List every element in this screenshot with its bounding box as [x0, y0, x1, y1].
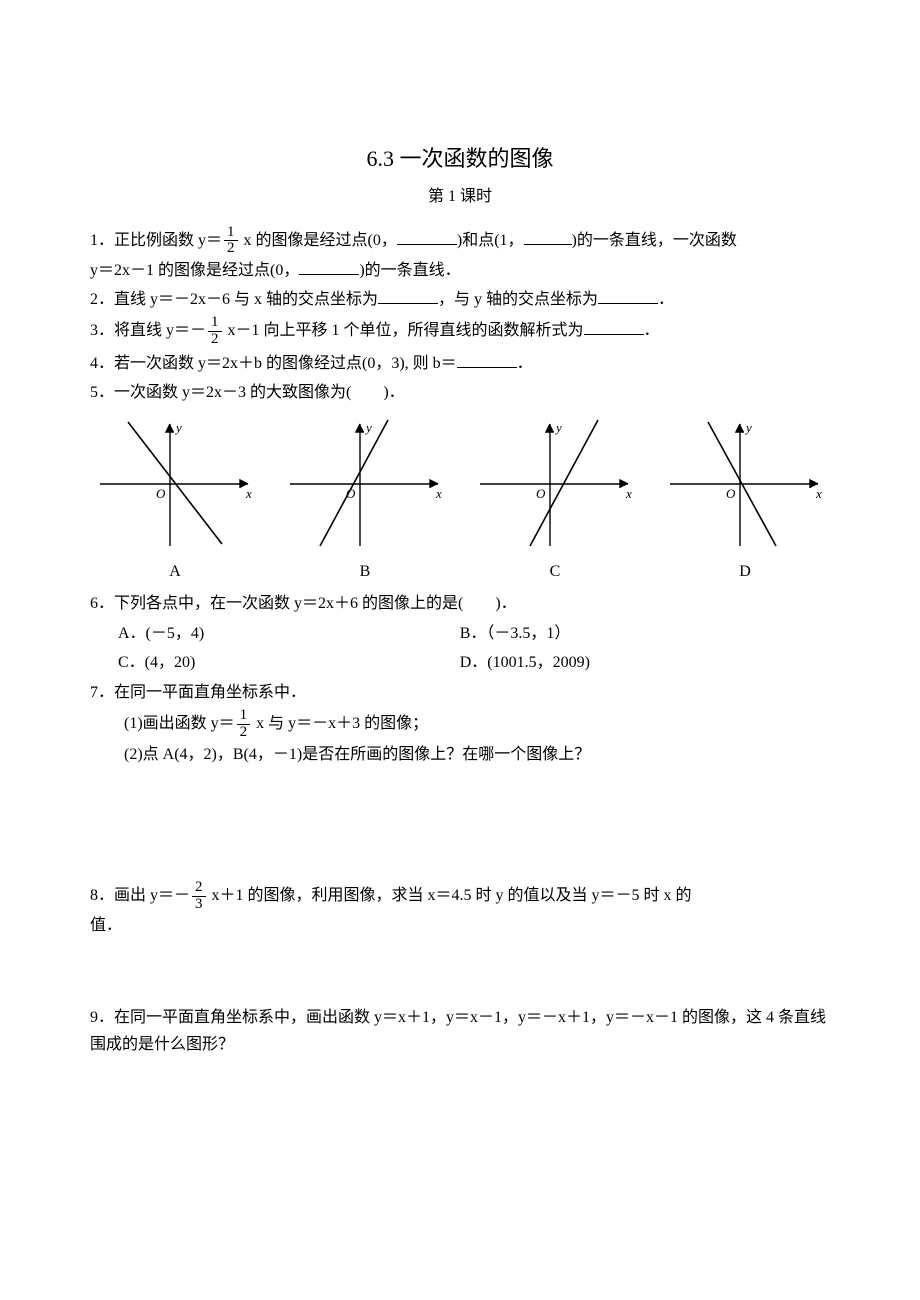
question-1: 1．正比例函数 y＝12 x 的图像是经过点(0， )和点(1， )的一条直线，一次…: [90, 225, 830, 285]
question-4: 4．若一次函数 y＝2x＋b 的图像经过点(0，3), 则 b＝ ．: [90, 350, 830, 377]
workspace: [90, 768, 830, 878]
blank-input[interactable]: [524, 228, 572, 245]
question-5: 5．一次函数 y＝2x－3 的大致图像为( )．: [90, 379, 830, 406]
frac-num: 2: [192, 880, 206, 897]
workspace: [90, 942, 830, 1002]
q7-part1: (1)画出函数 y＝12 x 与 y＝－x＋3 的图像；: [124, 708, 830, 741]
blank-input[interactable]: [299, 258, 359, 275]
blank-input[interactable]: [378, 287, 438, 304]
question-3: 3．将直线 y＝－12 x－1 向上平移 1 个单位，所得直线的函数解析式为 ．: [90, 315, 830, 348]
blank-input[interactable]: [598, 287, 658, 304]
fraction-icon: 12: [224, 225, 238, 258]
frac-den: 2: [224, 241, 238, 257]
q1-line2b: )的一条直线．: [359, 262, 460, 279]
graph-options: y x O A y x O B: [90, 414, 830, 585]
q7-p1b: x 与 y＝－x＋3 的图像；: [252, 715, 428, 732]
q2-b: ，与 y 轴的交点坐标为: [438, 291, 598, 308]
q6-options: A．(－5，4) B．（－3.5，1） C．(4，20) D．(1001.5，2…: [118, 619, 830, 677]
frac-num: 1: [224, 225, 238, 242]
origin-label: O: [536, 486, 546, 501]
frac-den: 3: [192, 897, 206, 913]
x-axis-label: x: [435, 486, 442, 501]
graph-option-d[interactable]: y x O D: [660, 414, 830, 585]
y-axis-label: y: [174, 420, 182, 435]
q1-text-b: x 的图像是经过点(0，: [240, 232, 397, 249]
q2-a: 2．直线 y＝－2x－6 与 x 轴的交点坐标为: [90, 291, 378, 308]
graph-c-svg: y x O: [470, 414, 640, 554]
option-d[interactable]: D．(1001.5，2009): [460, 649, 802, 676]
graph-option-a[interactable]: y x O A: [90, 414, 260, 585]
y-axis-label: y: [364, 420, 372, 435]
option-b[interactable]: B．（－3.5，1）: [460, 620, 802, 647]
question-8: 8．画出 y＝－23 x＋1 的图像，利用图像，求当 x＝4.5 时 y 的值以…: [90, 880, 830, 940]
q3-b: x－1 向上平移 1 个单位，所得直线的函数解析式为: [224, 322, 584, 339]
blank-input[interactable]: [457, 351, 517, 368]
graph-d-svg: y x O: [660, 414, 830, 554]
option-label-b: B: [280, 558, 450, 585]
x-axis-label: x: [815, 486, 822, 501]
q1-line2a: y＝2x－1 的图像是经过点(0，: [90, 262, 299, 279]
option-label-c: C: [470, 558, 640, 585]
q4-a: 4．若一次函数 y＝2x＋b 的图像经过点(0，3), 则 b＝: [90, 355, 457, 372]
question-6: 6．下列各点中，在一次函数 y＝2x＋6 的图像上的是( )．: [90, 590, 830, 617]
blank-input[interactable]: [584, 318, 644, 335]
fraction-icon: 12: [208, 315, 222, 348]
blank-input[interactable]: [397, 228, 457, 245]
origin-label: O: [346, 486, 356, 501]
q8-a: 8．画出 y＝－: [90, 887, 190, 904]
q1-text-c: )和点(1，: [457, 232, 524, 249]
q3-a: 3．将直线 y＝－: [90, 322, 206, 339]
q1-text-a: 1．正比例函数 y＝: [90, 232, 222, 249]
q7-part2: (2)点 A(4，2)，B(4，－1)是否在所画的图像上？在哪一个图像上？: [124, 741, 830, 768]
graph-option-c[interactable]: y x O C: [470, 414, 640, 585]
fraction-icon: 12: [237, 708, 251, 741]
page-title: 6.3 一次函数的图像: [90, 140, 830, 177]
frac-den: 2: [208, 332, 222, 348]
q4-b: ．: [517, 355, 533, 372]
q2-c: ．: [658, 291, 674, 308]
option-a[interactable]: A．(－5，4): [118, 620, 460, 647]
question-7: 7．在同一平面直角坐标系中．: [90, 679, 830, 706]
lesson-number: 第 1 课时: [90, 183, 830, 210]
option-label-a: A: [90, 558, 260, 585]
q5-stem: 5．一次函数 y＝2x－3 的大致图像为( )．: [90, 384, 405, 401]
q7-p1a: (1)画出函数 y＝: [124, 715, 235, 732]
graph-b-svg: y x O: [280, 414, 450, 554]
x-axis-label: x: [245, 486, 252, 501]
q3-c: ．: [644, 322, 660, 339]
option-c[interactable]: C．(4，20): [118, 649, 460, 676]
fraction-icon: 23: [192, 880, 206, 913]
option-label-d: D: [660, 558, 830, 585]
question-2: 2．直线 y＝－2x－6 与 x 轴的交点坐标为 ，与 y 轴的交点坐标为 ．: [90, 286, 830, 313]
origin-label: O: [156, 486, 166, 501]
question-9: 9．在同一平面直角坐标系中，画出函数 y＝x＋1，y＝x－1，y＝－x＋1，y＝…: [90, 1004, 830, 1058]
graph-a-svg: y x O: [90, 414, 260, 554]
frac-num: 1: [208, 315, 222, 332]
q6-stem: 6．下列各点中，在一次函数 y＝2x＋6 的图像上的是( )．: [90, 595, 517, 612]
origin-label: O: [726, 486, 736, 501]
q1-text-d: )的一条直线，一次函数: [572, 232, 737, 249]
frac-num: 1: [237, 708, 251, 725]
q7-stem: 7．在同一平面直角坐标系中．: [90, 684, 306, 701]
q8-c: 值．: [90, 917, 122, 934]
y-axis-label: y: [554, 420, 562, 435]
x-axis-label: x: [625, 486, 632, 501]
graph-option-b[interactable]: y x O B: [280, 414, 450, 585]
q8-b: x＋1 的图像，利用图像，求当 x＝4.5 时 y 的值以及当 y＝－5 时 x…: [208, 887, 692, 904]
y-axis-label: y: [744, 420, 752, 435]
frac-den: 2: [237, 725, 251, 741]
